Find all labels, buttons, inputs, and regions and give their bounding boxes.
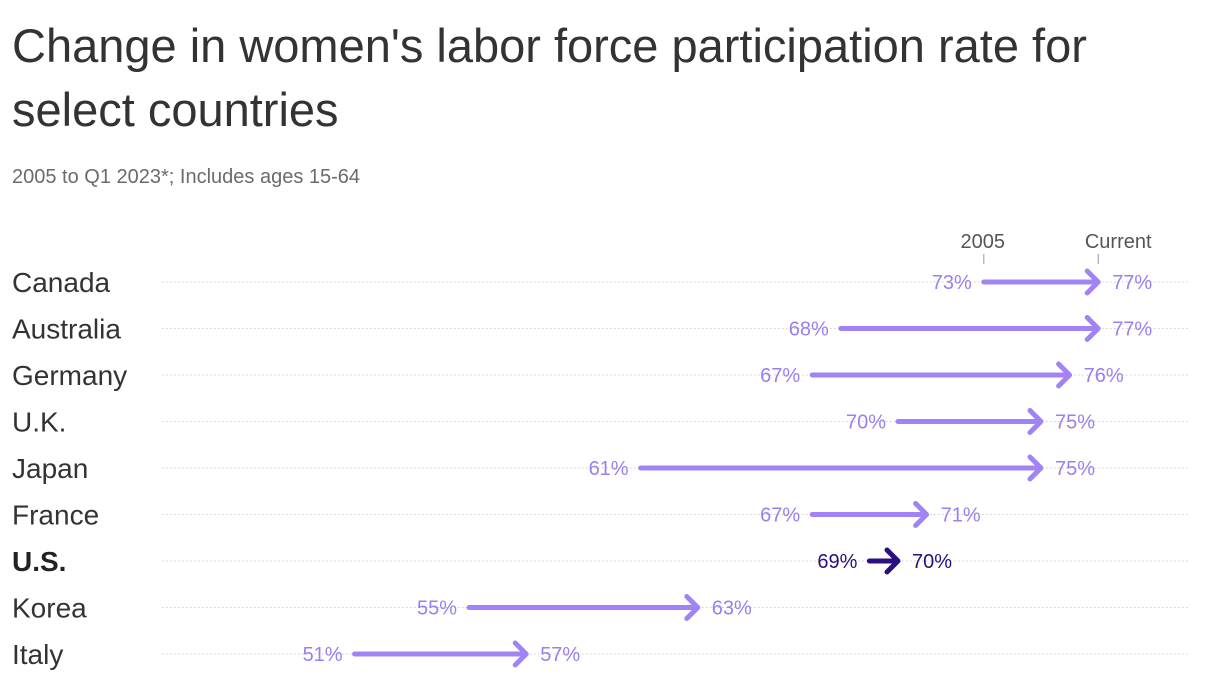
end-value-label: 75% xyxy=(1055,458,1095,480)
end-value-label: 70% xyxy=(912,551,952,573)
start-value-label: 73% xyxy=(932,272,972,294)
category-label: Italy xyxy=(12,639,63,670)
end-value-label: 63% xyxy=(712,598,752,620)
start-value-label: 61% xyxy=(589,458,629,480)
arrow-head xyxy=(684,594,701,621)
start-value-label: 70% xyxy=(846,412,886,434)
arrow-head xyxy=(1027,454,1044,482)
start-value-label: 67% xyxy=(760,505,800,527)
category-label: France xyxy=(12,500,99,531)
arrow-head xyxy=(1056,361,1073,389)
header-label-start: 2005 xyxy=(961,231,1006,253)
end-value-label: 75% xyxy=(1055,412,1095,434)
arrow-head xyxy=(1027,408,1044,435)
arrow-head xyxy=(1084,315,1101,342)
category-label: Japan xyxy=(12,453,88,484)
start-value-label: 68% xyxy=(789,319,829,341)
arrow-head xyxy=(884,547,901,575)
category-label: Germany xyxy=(12,360,127,391)
arrow-head xyxy=(512,640,529,668)
arrow-head xyxy=(1084,268,1101,296)
category-label: U.S. xyxy=(12,546,66,577)
end-value-label: 77% xyxy=(1112,272,1152,294)
category-label: Korea xyxy=(12,593,87,624)
start-value-label: 67% xyxy=(760,365,800,387)
start-value-label: 69% xyxy=(817,551,857,573)
category-label: Australia xyxy=(12,314,121,345)
category-label: Canada xyxy=(12,267,111,298)
start-value-label: 51% xyxy=(303,644,343,666)
chart-subtitle: 2005 to Q1 2023*; Includes ages 15-64 xyxy=(12,166,361,188)
category-label: U.K. xyxy=(12,407,66,438)
end-value-label: 77% xyxy=(1112,319,1152,341)
arrow-head xyxy=(913,501,930,528)
end-value-label: 71% xyxy=(941,505,981,527)
end-value-label: 76% xyxy=(1084,365,1124,387)
end-value-label: 57% xyxy=(540,644,580,666)
start-value-label: 55% xyxy=(417,598,457,620)
chart-title: Change in women's labor force participat… xyxy=(12,19,1087,136)
header-label-current: Current xyxy=(1085,231,1152,253)
